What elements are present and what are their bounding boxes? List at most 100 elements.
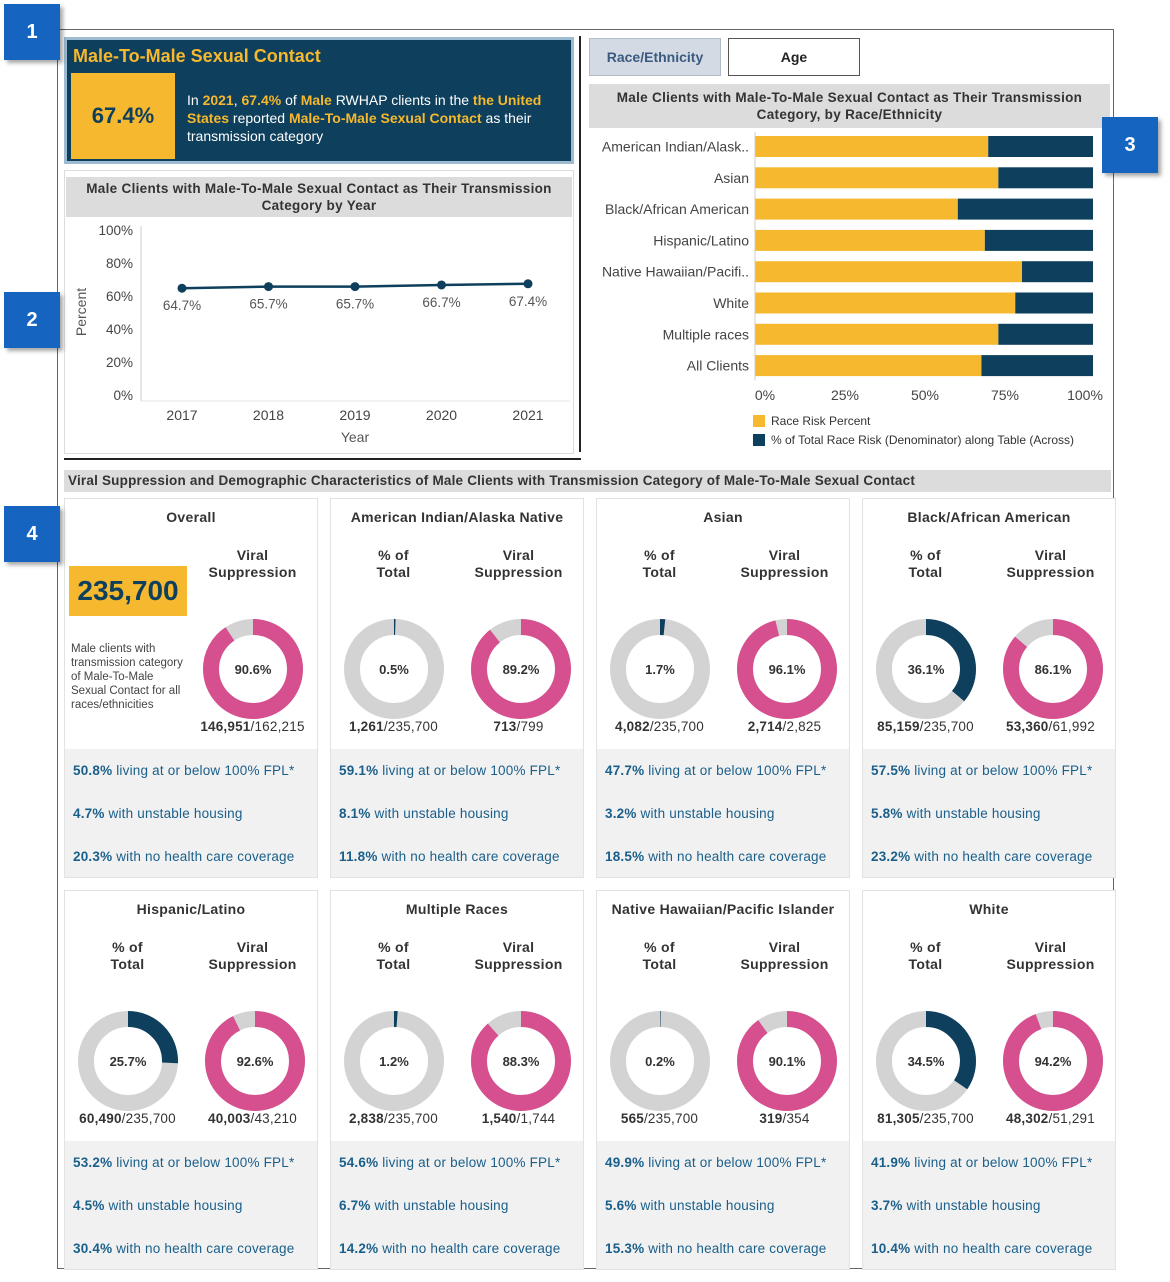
pct-total-value: 1.2% <box>379 1054 409 1069</box>
data-label: 65.7% <box>249 297 287 312</box>
viral-donut: 96.1% <box>737 619 837 719</box>
viral-arc <box>205 1011 305 1111</box>
viral-arc <box>1003 619 1103 719</box>
race-bar-chart: American Indian/Alask.. Asian Black/Africa… <box>602 132 1103 403</box>
viral-arc <box>471 1011 571 1111</box>
card-title: Asian <box>703 509 743 525</box>
callout-4: 4 <box>4 506 60 562</box>
stat-fpl: 54.6% living at or below 100% FPL* <box>339 1155 561 1170</box>
pct-total-arc <box>876 1011 976 1111</box>
stat-housing: 4.7% with unstable housing <box>73 806 243 821</box>
tab-age[interactable]: Age <box>728 38 860 76</box>
data-label: 67.4% <box>509 294 547 309</box>
card-title: Black/African American <box>907 509 1071 525</box>
pct-total-value: 0.2% <box>645 1054 675 1069</box>
card-group: Hispanic/Latino % of Total Viral Suppression… <box>64 890 318 1270</box>
x-tick-label: 0% <box>755 387 775 403</box>
viral-value: 92.6% <box>237 1054 274 1069</box>
viral-arc <box>737 1011 837 1111</box>
viral-suppression-label: Viral Suppression <box>474 939 563 972</box>
data-label: 65.7% <box>336 297 374 312</box>
bar-denominator <box>1015 292 1093 314</box>
category-label: Hispanic/Latino <box>653 232 749 248</box>
viral-fraction: 40,003/43,210 <box>208 1111 297 1126</box>
pct-total-arc <box>610 619 710 719</box>
group-stats: 59.1% living at or below 100% FPL* 8.1% w… <box>331 749 583 877</box>
viral-fraction: 1,540/1,744 <box>481 1111 556 1126</box>
line-chart-panel: Male Clients with Male-To-Male Sexual Co… <box>64 170 574 454</box>
card-group: American Indian/Alaska Native % of Total Vi… <box>330 498 584 878</box>
card-title: White <box>969 901 1009 917</box>
group-stats: 54.6% living at or below 100% FPL* 6.7% w… <box>331 1141 583 1269</box>
pct-total-arc <box>344 1011 444 1111</box>
pct-total-fraction: 565/235,700 <box>620 1111 699 1126</box>
viral-suppression-label: Viral Suppression <box>1006 939 1095 972</box>
card-title: American Indian/Alaska Native <box>350 509 564 525</box>
bar-denominator <box>998 167 1093 189</box>
viral-fraction: 713/799 <box>493 719 544 734</box>
pct-total-arc <box>610 1011 710 1111</box>
group-stats: 41.9% living at or below 100% FPL* 3.7% w… <box>863 1141 1115 1269</box>
section-title: Viral Suppression and Demographic Charac… <box>64 470 1111 492</box>
stat-coverage: 10.4% with no health care coverage <box>871 1241 1093 1256</box>
y-axis-title: Percent <box>73 288 89 336</box>
group-stats: 53.2% living at or below 100% FPL* 4.5% w… <box>65 1141 317 1269</box>
pct-total-arc <box>78 1011 178 1111</box>
pct-total-label: % of Total <box>110 939 145 972</box>
panel-divider-vertical <box>579 36 581 452</box>
tab-race-ethnicity[interactable]: Race/Ethnicity <box>589 38 721 76</box>
viral-suppression-label: Viral Suppression <box>208 939 297 972</box>
pct-total-label: % of Total <box>642 547 677 580</box>
viral-value: 86.1% <box>1035 662 1072 677</box>
category-label: Multiple races <box>663 326 749 342</box>
bar-race-risk <box>755 198 958 220</box>
category-label: All Clients <box>687 358 749 374</box>
viral-value: 88.3% <box>503 1054 540 1069</box>
card-group: Multiple Races % of Total Viral Suppression 1… <box>330 890 584 1270</box>
stat-fpl: 50.8% living at or below 100% FPL* <box>73 763 295 778</box>
viral-fraction: 319/354 <box>759 1111 810 1126</box>
viral-arc <box>1003 1011 1103 1111</box>
category-label: White <box>713 295 749 311</box>
stat-fpl: 41.9% living at or below 100% FPL* <box>871 1155 1093 1170</box>
viral-donut: 88.3% <box>471 1011 571 1111</box>
x-tick-label: 50% <box>911 387 939 403</box>
group-stats: 57.5% living at or below 100% FPL* 5.8% w… <box>863 749 1115 877</box>
panel-divider-horizontal <box>64 458 581 460</box>
legend-race-risk: Race Risk Percent <box>753 414 870 428</box>
line-chart: 100% 80% 60% 40% 20% 0% 64.7% 2017 65.7% 2018 65.7… <box>73 223 570 445</box>
pct-total-label: % of Total <box>376 939 411 972</box>
category-label: Native Hawaiian/Pacifi.. <box>602 264 749 280</box>
viral-value: 96.1% <box>769 662 806 677</box>
pct-total-value: 34.5% <box>908 1054 945 1069</box>
legend-swatch-gold <box>753 415 765 427</box>
pct-total-fraction: 4,082/235,700 <box>615 719 704 734</box>
card-group: Asian % of Total Viral Suppression 1.7% 96.1% 4… <box>596 498 850 878</box>
y-tick-label: 0% <box>113 388 133 403</box>
stat-coverage: 14.2% with no health care coverage <box>339 1241 561 1256</box>
viral-arc <box>737 619 837 719</box>
kpi-value: 67.4% <box>71 73 175 159</box>
pct-total-label: % of Total <box>376 547 411 580</box>
card-group: Black/African American % of Total Viral Supp… <box>862 498 1116 878</box>
x-tick-label: 2021 <box>512 407 543 423</box>
stat-coverage: 15.3% with no health care coverage <box>605 1241 827 1256</box>
bar-denominator <box>957 198 1093 220</box>
y-tick-label: 20% <box>106 355 133 370</box>
card-title: Multiple Races <box>405 901 509 917</box>
pct-total-value: 1.7% <box>645 662 675 677</box>
group-stats: 49.9% living at or below 100% FPL* 5.6% w… <box>597 1141 849 1269</box>
card-overall: Overall Viral Suppression 235,700 Male cl… <box>64 498 318 878</box>
stat-housing: 8.1% with unstable housing <box>339 806 509 821</box>
stat-housing: 4.5% with unstable housing <box>73 1198 243 1213</box>
kpi-banner: Male-To-Male Sexual Contact 67.4% In 202… <box>64 37 574 164</box>
viral-arc <box>471 619 571 719</box>
legend-label-denominator: % of Total Race Risk (Denominator) along… <box>771 433 1075 447</box>
data-point <box>437 280 446 290</box>
pct-total-fraction: 85,159/235,700 <box>877 719 974 734</box>
bar-race-risk <box>755 261 1023 283</box>
line-chart-title: Male Clients with Male-To-Male Sexual Co… <box>66 177 572 217</box>
bar-race-risk <box>755 167 999 189</box>
pct-total-arc <box>876 619 976 719</box>
viral-suppression-label: Viral Suppression <box>1006 547 1095 580</box>
